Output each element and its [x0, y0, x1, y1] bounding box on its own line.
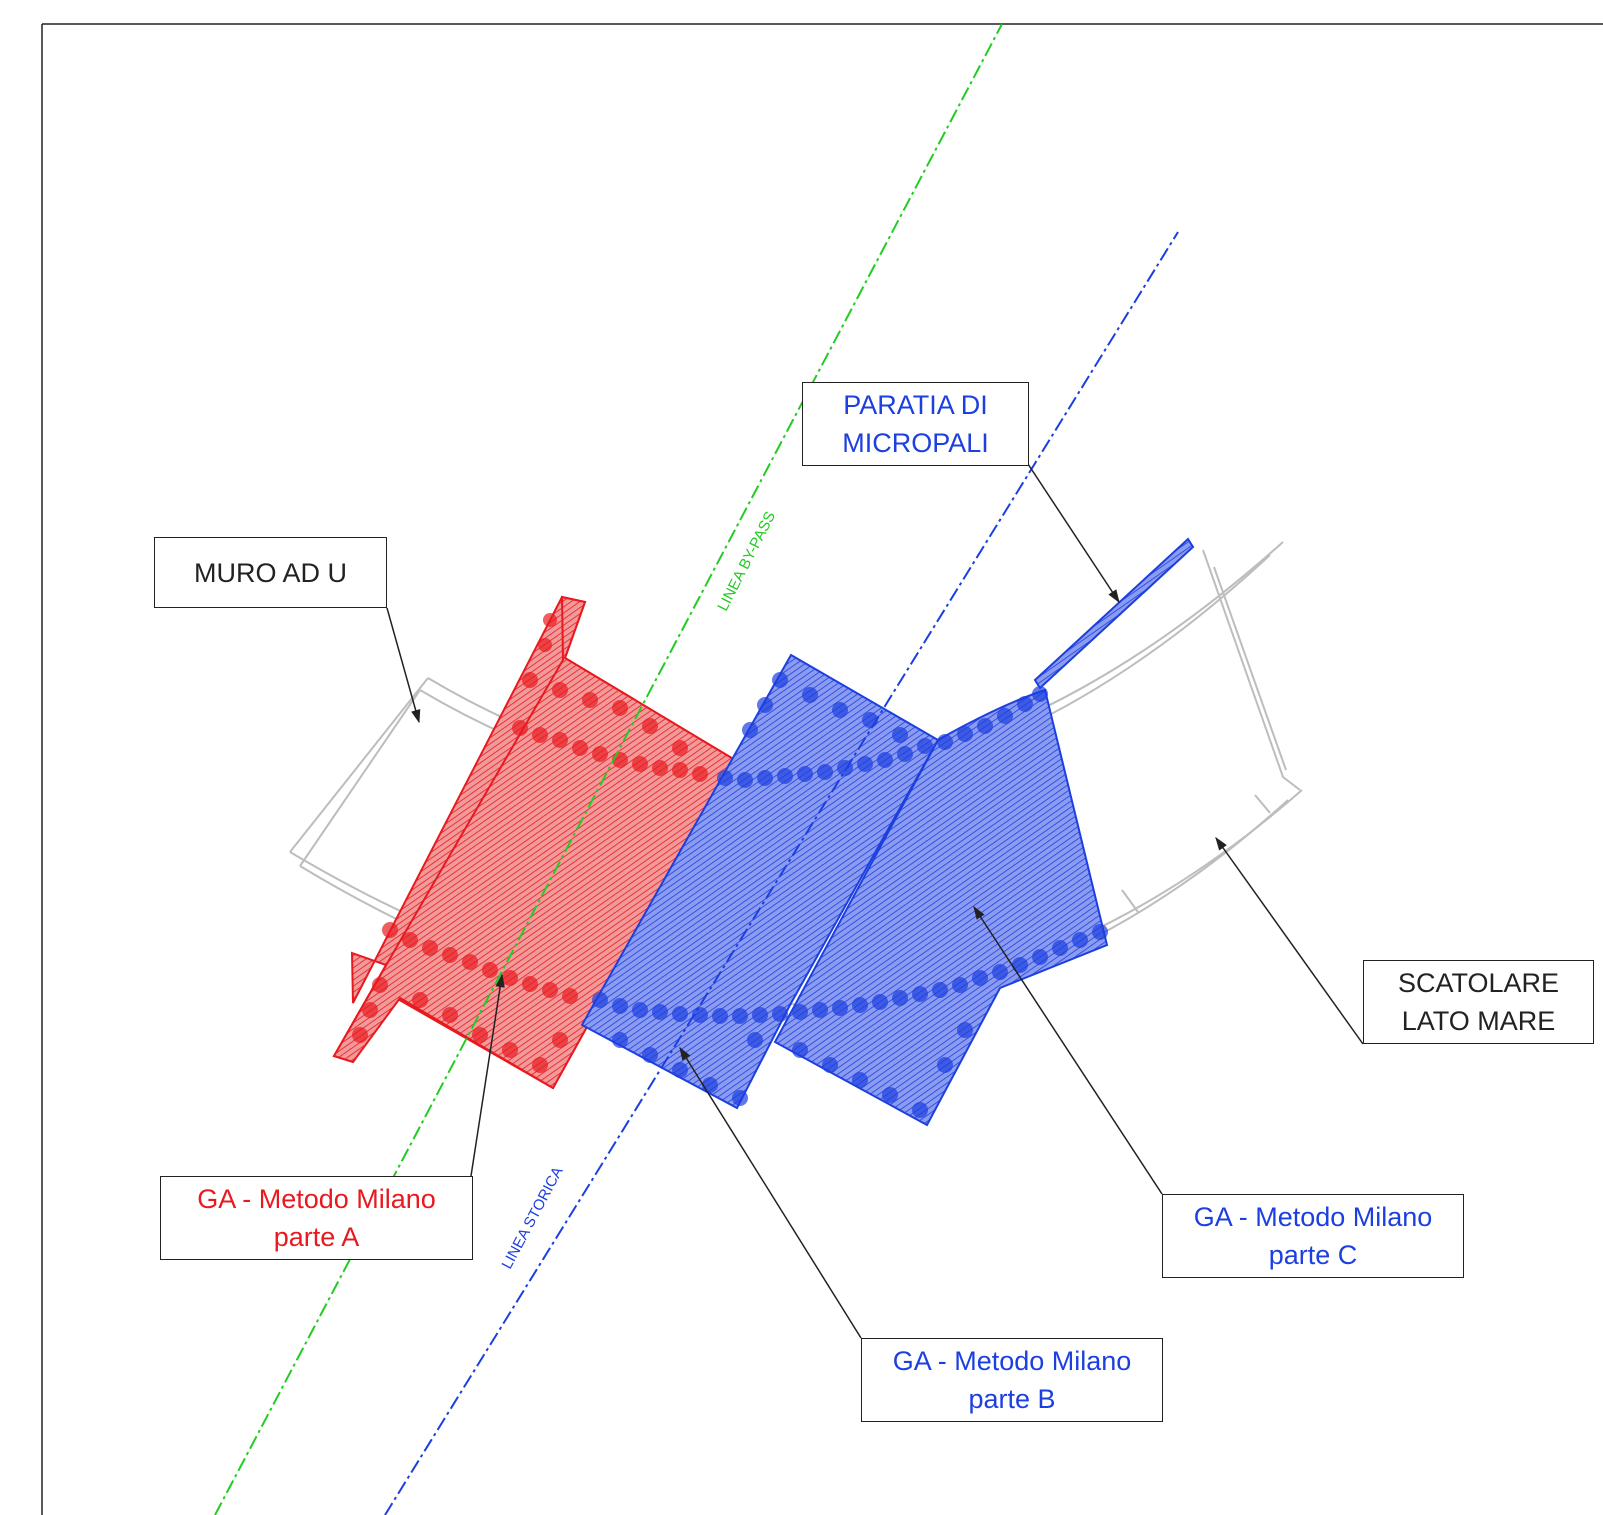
label-parte-c-line1: GA - Metodo Milano [1193, 1202, 1433, 1232]
label-muro-ad-u: MURO AD U [154, 537, 387, 608]
label-parte-a-line1: GA - Metodo Milano [197, 1184, 436, 1214]
storica-line [384, 231, 1179, 1515]
label-parte-c-line2: parte C [1268, 1240, 1358, 1270]
storica-line-label: LINEA STORICA [499, 1164, 567, 1272]
label-muro-text: MURO AD U [193, 557, 347, 588]
leader-parte-c [973, 905, 1163, 1195]
leader-scatolare [1215, 836, 1364, 1045]
bypass-line-label: LINEA BY-PASS [714, 509, 779, 614]
label-scatolare-line1: SCATOLARE [1397, 968, 1560, 998]
label-scatolare-lato-mare: SCATOLARE LATO MARE [1363, 960, 1594, 1044]
piles-parte-a [352, 613, 708, 1073]
label-parte-b-line1: GA - Metodo Milano [892, 1346, 1132, 1376]
leader-parte-b [679, 1046, 862, 1339]
label-scatolare-line2: LATO MARE [1401, 1006, 1556, 1036]
leader-paratia [1027, 463, 1120, 604]
label-parte-b-line2: parte B [968, 1384, 1056, 1414]
label-parte-a-line2: parte A [273, 1222, 360, 1252]
leader-muro [386, 607, 421, 724]
area-parte-b [580, 653, 940, 1110]
label-paratia-line1: PARATIA DI [843, 390, 988, 420]
area-parte-c [773, 686, 1109, 1127]
paratia-strip [1033, 537, 1195, 690]
label-paratia-micropali: PARATIA DI MICROPALI [802, 382, 1029, 466]
label-paratia-line2: MICROPALI [842, 428, 989, 458]
area-parte-a-outline [332, 595, 737, 1090]
leader-lines [386, 463, 1364, 1339]
label-parte-c: GA - Metodo Milano parte C [1162, 1194, 1464, 1278]
piles-parte-c [792, 686, 1108, 1118]
label-parte-b: GA - Metodo Milano parte B [861, 1338, 1163, 1422]
area-parte-a [332, 595, 737, 1090]
leader-parte-a [470, 973, 505, 1177]
bypass-line [214, 23, 1003, 1515]
label-parte-a: GA - Metodo Milano parte A [160, 1176, 473, 1260]
